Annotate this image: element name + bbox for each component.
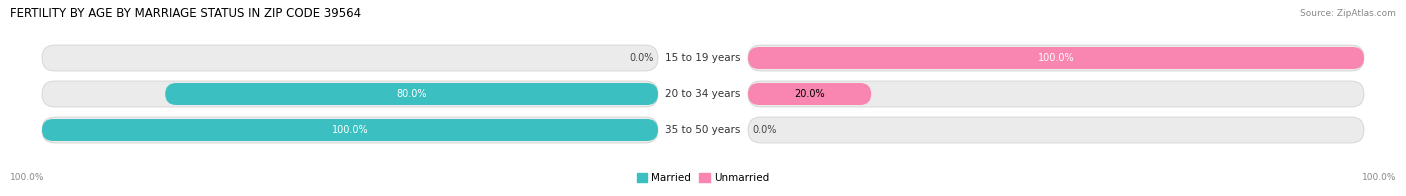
FancyBboxPatch shape [42, 45, 658, 71]
Text: FERTILITY BY AGE BY MARRIAGE STATUS IN ZIP CODE 39564: FERTILITY BY AGE BY MARRIAGE STATUS IN Z… [10, 6, 361, 19]
Text: Source: ZipAtlas.com: Source: ZipAtlas.com [1301, 8, 1396, 17]
FancyBboxPatch shape [748, 45, 1364, 71]
Text: 80.0%: 80.0% [396, 89, 427, 99]
Text: 35 to 50 years: 35 to 50 years [665, 125, 741, 135]
Text: 100.0%: 100.0% [10, 173, 45, 182]
FancyBboxPatch shape [748, 117, 1364, 143]
FancyBboxPatch shape [165, 83, 658, 105]
Text: 100.0%: 100.0% [1038, 53, 1074, 63]
FancyBboxPatch shape [748, 83, 872, 105]
FancyBboxPatch shape [42, 81, 658, 107]
Text: 100.0%: 100.0% [332, 125, 368, 135]
FancyBboxPatch shape [42, 117, 658, 143]
Legend: Married, Unmarried: Married, Unmarried [633, 169, 773, 187]
Text: 15 to 19 years: 15 to 19 years [665, 53, 741, 63]
FancyBboxPatch shape [42, 119, 658, 141]
FancyBboxPatch shape [748, 47, 1364, 69]
Text: 100.0%: 100.0% [1361, 173, 1396, 182]
Text: 0.0%: 0.0% [630, 53, 654, 63]
FancyBboxPatch shape [748, 81, 1364, 107]
Text: 20 to 34 years: 20 to 34 years [665, 89, 741, 99]
Text: 20.0%: 20.0% [794, 89, 825, 99]
Text: 0.0%: 0.0% [752, 125, 776, 135]
